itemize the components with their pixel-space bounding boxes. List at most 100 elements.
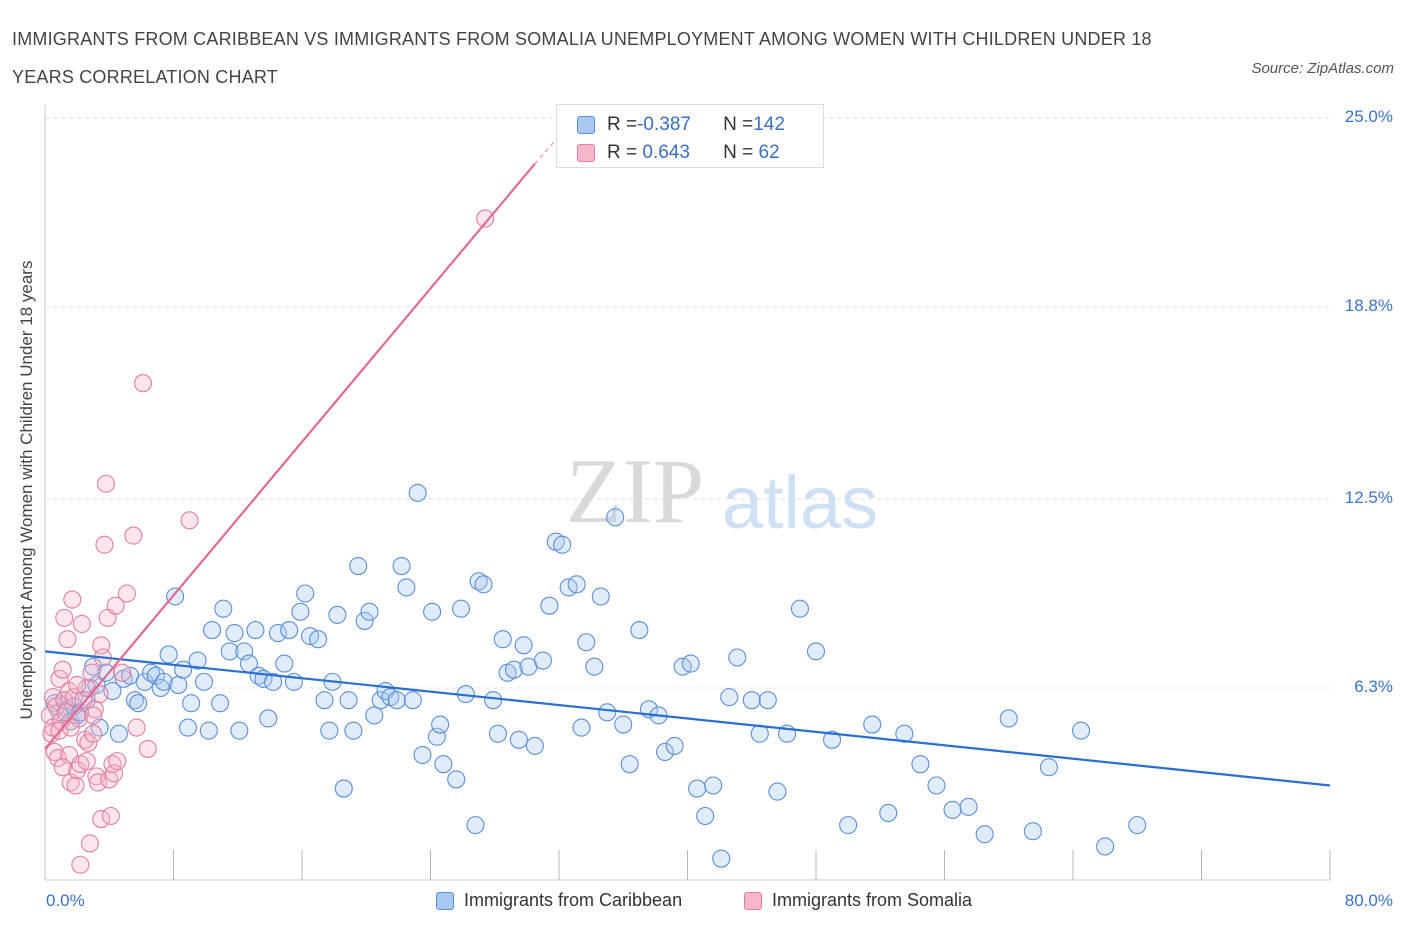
- data-points: [40, 209, 1147, 874]
- point-caribbean-79: [447, 770, 466, 789]
- point-caribbean-106: [614, 715, 633, 734]
- point-caribbean-123: [758, 691, 777, 710]
- point-caribbean-115: [688, 779, 707, 798]
- point-caribbean-91: [514, 636, 533, 655]
- point-somalia-26: [79, 733, 98, 752]
- point-somalia-6: [48, 749, 67, 768]
- point-somalia-50: [133, 374, 153, 393]
- point-caribbean-62: [349, 557, 368, 576]
- point-caribbean-21: [141, 663, 161, 682]
- point-somalia-28: [82, 663, 101, 682]
- point-caribbean-29: [178, 718, 198, 737]
- point-somalia-56: [68, 675, 87, 694]
- point-caribbean-111: [655, 742, 675, 762]
- point-caribbean-100: [572, 718, 591, 737]
- legend-item-caribbean: Immigrants from Caribbean: [436, 890, 682, 911]
- point-caribbean-33: [199, 721, 218, 740]
- point-somalia-29: [84, 724, 103, 743]
- point-caribbean-116: [696, 806, 715, 826]
- source-note: Source: ZipAtlas.com: [1251, 60, 1394, 77]
- point-somalia-35: [92, 809, 111, 829]
- point-caribbean-141: [1071, 721, 1091, 740]
- point-caribbean-95: [540, 596, 559, 615]
- point-caribbean-58: [328, 605, 347, 624]
- point-caribbean-86: [488, 724, 508, 743]
- point-caribbean-64: [360, 602, 379, 621]
- point-caribbean-105: [606, 508, 625, 527]
- point-caribbean-24: [154, 672, 173, 691]
- point-caribbean-13: [96, 663, 116, 682]
- point-caribbean-122: [750, 724, 769, 743]
- point-somalia-58: [61, 718, 80, 737]
- point-caribbean-94: [533, 651, 552, 670]
- x-tick-label-max: 80.0%: [1344, 891, 1393, 910]
- point-somalia-54: [71, 855, 90, 874]
- stats-box: R = -0.387 N = 142 R = 0.643 N = 62: [556, 104, 824, 168]
- grid-lines: [45, 117, 1330, 689]
- legend-swatch-caribbean: [436, 891, 454, 910]
- point-caribbean-46: [264, 672, 283, 691]
- point-caribbean-54: [309, 630, 328, 649]
- point-caribbean-75: [423, 602, 442, 621]
- point-caribbean-80: [451, 599, 471, 618]
- point-somalia-59: [84, 706, 103, 725]
- point-caribbean-129: [839, 816, 858, 835]
- point-caribbean-132: [895, 724, 914, 743]
- point-somalia-33: [90, 685, 109, 704]
- point-caribbean-131: [879, 803, 898, 822]
- point-caribbean-49: [280, 621, 299, 640]
- y-tick-label-0: 6.3%: [1354, 676, 1393, 696]
- axes: [44, 105, 1331, 881]
- point-caribbean-18: [125, 691, 144, 710]
- point-somalia-47: [117, 584, 136, 603]
- trend-line-caribbean: [44, 650, 1331, 787]
- watermark-zip: ZIP: [566, 440, 704, 542]
- point-caribbean-127: [806, 642, 826, 661]
- point-caribbean-133: [911, 755, 930, 774]
- point-caribbean-118: [712, 849, 731, 868]
- point-somalia-52: [180, 511, 199, 530]
- point-somalia-16: [63, 590, 82, 609]
- point-caribbean-74: [413, 745, 432, 765]
- legend-item-somalia: Immigrants from Somalia: [744, 890, 972, 911]
- point-caribbean-108: [630, 621, 649, 640]
- point-caribbean-124: [768, 782, 787, 801]
- point-caribbean-138: [999, 709, 1018, 728]
- point-caribbean-103: [591, 587, 610, 606]
- point-caribbean-31: [188, 651, 207, 670]
- point-caribbean-61: [344, 721, 363, 740]
- stats-r-label: R =: [607, 114, 638, 135]
- point-caribbean-97: [553, 535, 572, 554]
- point-caribbean-48: [275, 654, 294, 673]
- stats-n-value: 142: [753, 114, 785, 135]
- point-caribbean-104: [598, 703, 617, 722]
- point-caribbean-59: [334, 779, 353, 798]
- point-somalia-46: [113, 663, 132, 682]
- point-caribbean-69: [387, 691, 406, 710]
- legend-label-caribbean: Immigrants from Caribbean: [464, 890, 683, 910]
- point-caribbean-101: [577, 633, 596, 652]
- point-somalia-41: [101, 806, 120, 826]
- point-caribbean-72: [403, 691, 422, 710]
- point-caribbean-84: [474, 575, 493, 594]
- stats-n-value: 62: [753, 142, 780, 163]
- point-caribbean-117: [704, 776, 723, 795]
- point-caribbean-128: [823, 730, 842, 749]
- point-somalia-53: [476, 209, 495, 228]
- point-caribbean-63: [355, 611, 374, 630]
- point-caribbean-143: [1128, 816, 1147, 835]
- point-caribbean-87: [493, 630, 512, 649]
- point-caribbean-20: [135, 672, 154, 691]
- point-somalia-61: [53, 758, 72, 777]
- stats-swatch-somalia: [577, 144, 595, 162]
- point-caribbean-139: [1023, 822, 1042, 841]
- point-caribbean-47: [268, 624, 287, 643]
- point-caribbean-73: [408, 483, 427, 502]
- point-caribbean-99: [567, 575, 586, 594]
- stats-n-label: N =: [723, 142, 754, 163]
- point-caribbean-60: [339, 691, 358, 710]
- point-caribbean-37: [220, 642, 239, 661]
- point-caribbean-71: [397, 578, 416, 597]
- point-caribbean-119: [720, 688, 739, 707]
